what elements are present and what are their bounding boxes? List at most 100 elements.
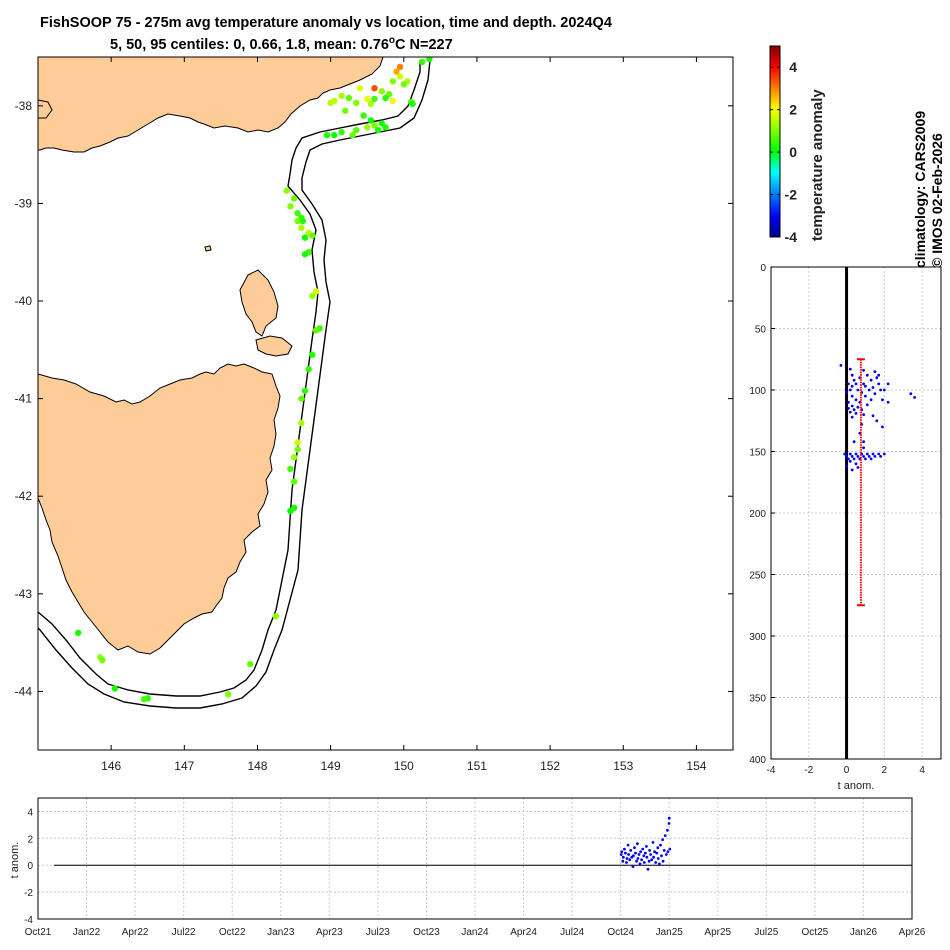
land-flinders-island — [239, 269, 279, 337]
map-point — [140, 696, 148, 703]
ts-point — [633, 846, 636, 850]
depth-point — [856, 466, 860, 469]
ts-point — [629, 849, 633, 852]
depth-point — [879, 388, 882, 392]
map-x-tick-label: 154 — [686, 759, 706, 773]
map-point — [294, 210, 301, 217]
depth-point — [875, 419, 879, 423]
depth-point — [875, 376, 879, 380]
map-y-tick-label: -38 — [15, 99, 33, 113]
depth-point — [873, 392, 877, 396]
ts-point — [636, 857, 640, 860]
ts-point — [653, 850, 656, 854]
depth-point — [882, 452, 886, 456]
chart-title: FishSOOP 75 - 275m avg temperature anoma… — [40, 15, 612, 31]
depth-point — [862, 382, 865, 386]
ts-y-tick-label: 2 — [27, 834, 33, 845]
ts-point — [664, 853, 668, 856]
ts-x-tick-label: Jan23 — [267, 927, 295, 938]
ts-point — [626, 843, 630, 847]
map-point — [312, 327, 320, 334]
depth-point — [869, 457, 873, 461]
depth-y-tick-label: 400 — [749, 755, 766, 766]
ts-point — [640, 858, 643, 862]
depth-point — [881, 398, 884, 402]
depth-y-tick-label: 300 — [749, 632, 766, 643]
depth-point — [869, 378, 873, 382]
map-point — [287, 203, 294, 210]
map-point — [349, 131, 356, 139]
map-point — [353, 99, 360, 107]
map-point — [375, 127, 382, 134]
depth-point — [865, 403, 869, 407]
colorbar-ticks: 4 2 0 -2 -4 — [770, 59, 797, 245]
ts-x-tick-label: Jul24 — [560, 927, 584, 938]
ts-point — [666, 850, 670, 854]
ts-x-tick-label: Oct23 — [413, 927, 440, 938]
ts-point — [621, 855, 625, 859]
ts-point — [635, 859, 638, 863]
ts-point — [667, 822, 671, 825]
map-point — [298, 419, 305, 427]
depth-point — [873, 370, 877, 373]
ts-x-tick-label: Jan26 — [850, 927, 878, 938]
map-point — [301, 234, 309, 241]
land-tasmania — [38, 363, 281, 655]
ts-point — [624, 851, 627, 855]
ts-x-tick-label: Jan25 — [656, 927, 684, 938]
ts-point — [659, 843, 662, 847]
map-point — [247, 660, 254, 668]
depth-point — [850, 373, 854, 377]
ts-point — [652, 855, 655, 859]
ts-point — [650, 858, 654, 862]
ts-scatter-points — [619, 816, 672, 871]
depth-point — [843, 452, 847, 456]
map-point — [305, 366, 312, 373]
depth-point — [886, 382, 890, 386]
ts-x-tick-label: Oct22 — [219, 927, 246, 938]
map-y-tick-label: -43 — [15, 587, 33, 601]
map-y-tick-label: -40 — [15, 294, 33, 308]
map-point — [309, 232, 316, 239]
ts-x-tick-label: Jul22 — [172, 927, 196, 938]
depth-point — [848, 410, 852, 414]
ts-point — [656, 857, 660, 860]
depth-point — [856, 405, 860, 409]
map-point — [287, 465, 294, 473]
ts-point — [658, 862, 661, 866]
map-point — [331, 97, 338, 105]
ts-point — [628, 858, 632, 862]
ts-point — [621, 859, 625, 863]
ts-point — [651, 841, 655, 844]
depth-y-tick-label: 100 — [749, 386, 766, 397]
ts-y-tick-label: -4 — [24, 915, 33, 926]
depth-error-bar — [856, 358, 865, 607]
ts-y-label: t anom. — [9, 842, 21, 879]
depth-point — [877, 382, 881, 386]
ts-point — [661, 838, 664, 842]
ts-point — [654, 861, 658, 864]
ts-point — [619, 853, 623, 856]
ts-x-tick-label: Jul23 — [366, 927, 390, 938]
map-panel: 146 147 148 149 150 151 152 153 154 -38 -39 -40 -41… — [15, 56, 734, 773]
map-y-tick-label: -44 — [15, 684, 33, 698]
map-point — [298, 224, 305, 231]
map-point — [299, 217, 306, 225]
map-point — [323, 131, 331, 139]
map-point — [312, 288, 320, 295]
ts-point — [641, 847, 645, 851]
contour-outer — [38, 59, 431, 709]
map-point — [371, 85, 378, 92]
ts-point — [661, 859, 665, 863]
depth-point — [856, 388, 860, 392]
depth-x-label: t anom. — [838, 780, 875, 792]
depth-point — [862, 455, 865, 458]
map-point — [418, 58, 426, 66]
colorbar-tick-label: -2 — [785, 187, 798, 203]
depth-y-tick-label: 350 — [749, 694, 766, 705]
depth-point — [856, 455, 860, 458]
map-point — [309, 292, 316, 300]
depth-point — [865, 452, 869, 456]
map-point — [367, 117, 375, 124]
colorbar: 4 2 0 -2 -4 temperature anomaly — [769, 45, 826, 245]
